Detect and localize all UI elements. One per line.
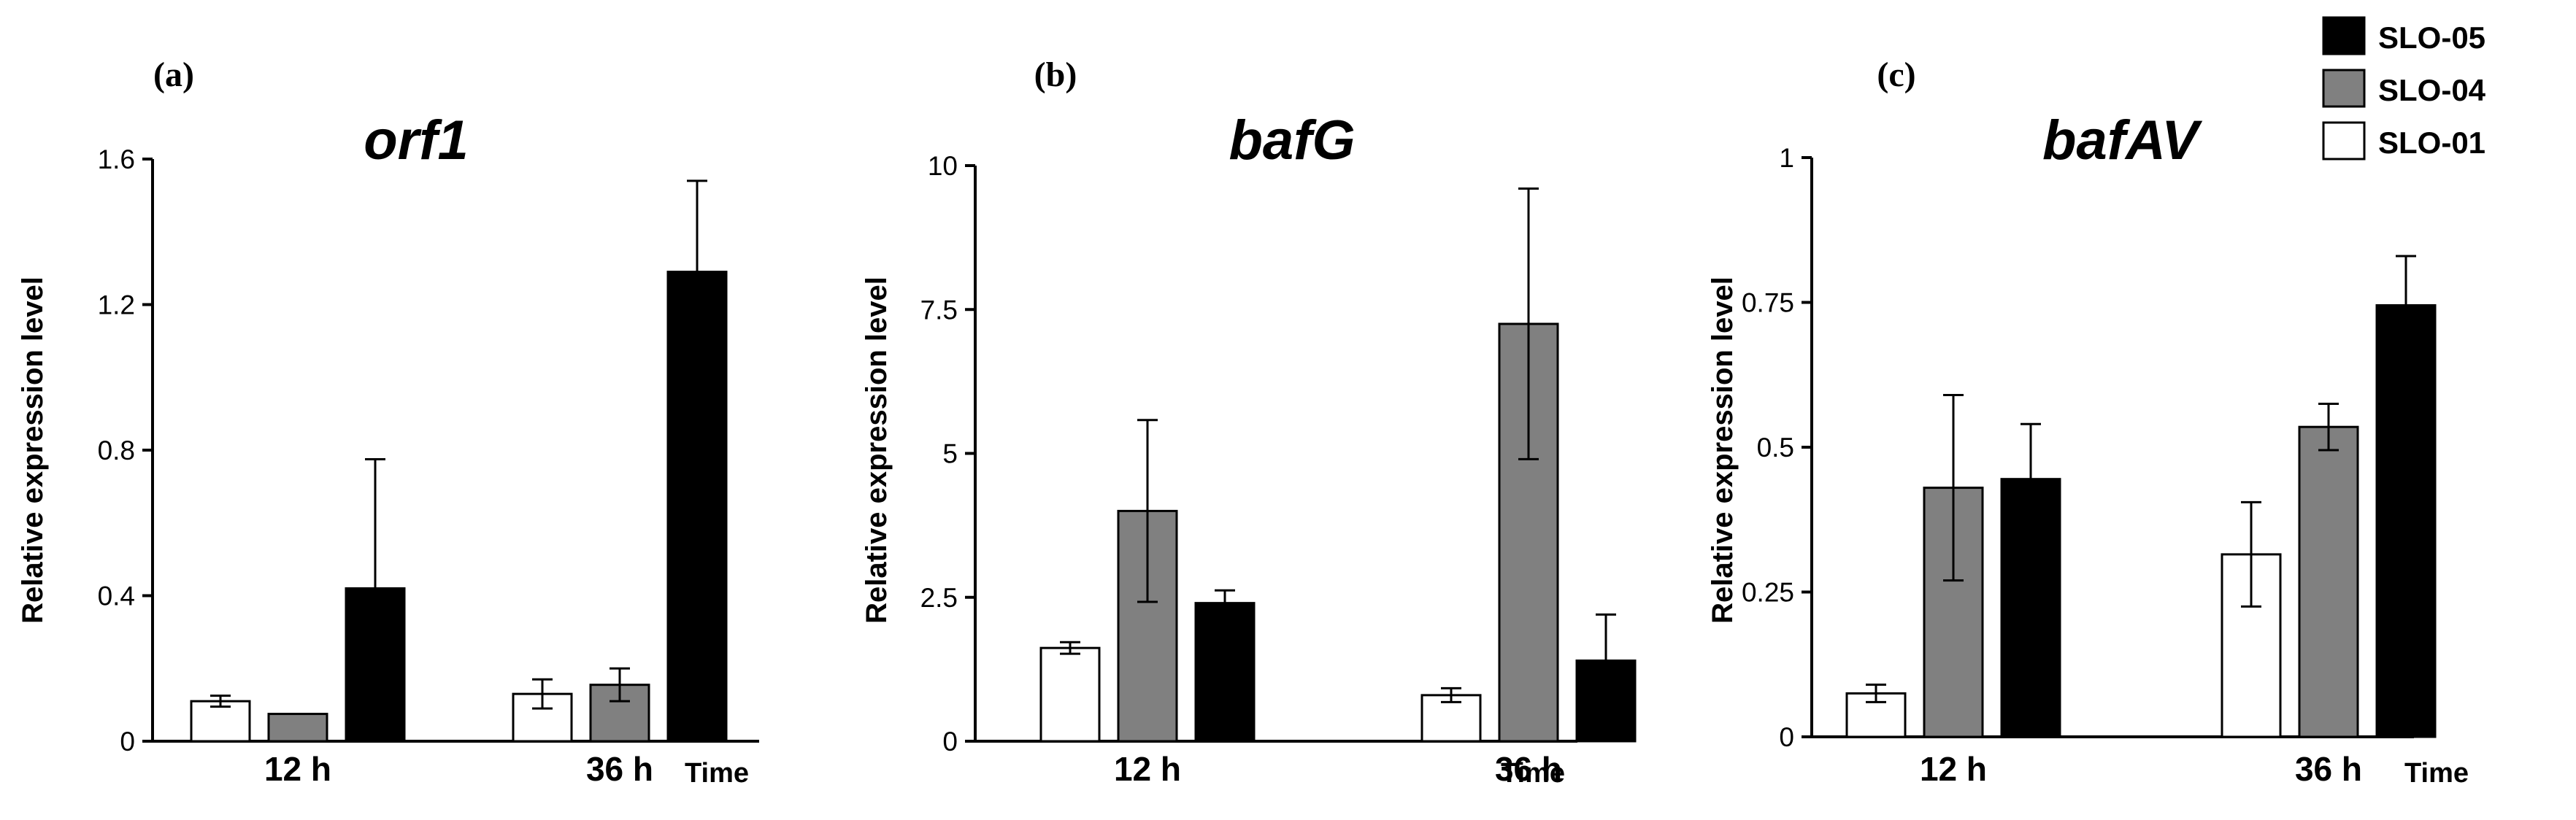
- legend: SLO-05 SLO-04 SLO-01: [2322, 16, 2486, 160]
- legend-swatch: [2322, 16, 2366, 55]
- y-tick-label: 0.75: [1742, 288, 1794, 318]
- x-category-label: 36 h: [2295, 750, 2362, 788]
- legend-item-slo-01: SLO-01: [2322, 121, 2485, 160]
- x-category-label: 12 h: [1920, 750, 1987, 788]
- panel-bafg: (b) bafG Relative expression level 0 2.5 5 7.5…: [861, 55, 1637, 789]
- panel-letter: (b): [1034, 55, 1077, 94]
- y-tick-label: 1.6: [98, 144, 135, 174]
- y-axis-label: Relative expression level: [861, 276, 893, 624]
- y-tick-label: 10: [928, 151, 958, 181]
- panels-layer: (a) orf1 Relative expression level 0 0.4 0.8 1…: [17, 55, 2469, 789]
- legend-label: SLO-01: [2378, 125, 2485, 160]
- panel-bafav: (c) bafAV Relative expression level 0 0.25 0.…: [1707, 55, 2469, 789]
- y-tick-label: 2.5: [920, 583, 958, 613]
- x-category-label: 12 h: [264, 750, 331, 788]
- y-axis-label: Relative expression level: [17, 276, 49, 624]
- panel-orf1: (a) orf1 Relative expression level 0 0.4 0.8 1…: [17, 55, 759, 789]
- bar-slo-04-36-h: [2298, 425, 2359, 738]
- bar-slo-01-12-h: [1845, 692, 1907, 738]
- y-axis-label: Relative expression level: [1707, 276, 1739, 624]
- x-category-label: 12 h: [1114, 750, 1181, 788]
- bar-slo-01-12-h: [1039, 646, 1101, 743]
- bar-slo-04-12-h: [267, 713, 328, 743]
- legend-swatch: [2322, 121, 2366, 160]
- y-tick-label: 0.5: [1757, 433, 1794, 463]
- y-tick-label: 7.5: [920, 295, 958, 325]
- chart-title: orf1: [364, 109, 469, 171]
- y-tick-label: 0.4: [98, 581, 135, 611]
- panel-letter: (a): [153, 55, 194, 94]
- bar-slo-01-12-h: [190, 700, 251, 743]
- y-tick-label: 0.8: [98, 436, 135, 465]
- x-category-label: 36 h: [1495, 750, 1562, 788]
- x-category-label: 36 h: [586, 750, 653, 788]
- y-tick-label: 5: [942, 439, 958, 469]
- chart-title: bafG: [1229, 109, 1355, 171]
- legend-swatch: [2322, 69, 2366, 108]
- bar-slo-05-36-h: [2375, 303, 2437, 738]
- x-axis-label: Time: [1501, 758, 1565, 789]
- x-axis-label: Time: [2404, 758, 2469, 789]
- bar-slo-05-12-h: [1194, 602, 1256, 743]
- y-tick-label: 0.25: [1742, 578, 1794, 608]
- panel-letter: (c): [1877, 55, 1915, 94]
- chart-title: bafAV: [2042, 109, 2202, 171]
- legend-label: SLO-04: [2378, 73, 2486, 107]
- y-tick-label: 0: [1779, 722, 1794, 752]
- y-tick-label: 1.2: [98, 290, 135, 320]
- y-tick-label: 0: [120, 727, 135, 757]
- y-tick-label: 0: [942, 727, 958, 757]
- x-axis-label: Time: [685, 758, 749, 789]
- legend-label: SLO-05: [2378, 20, 2485, 55]
- legend-item-slo-05: SLO-05: [2322, 16, 2485, 55]
- y-tick-label: 1: [1779, 143, 1794, 173]
- legend-item-slo-04: SLO-04: [2322, 69, 2486, 108]
